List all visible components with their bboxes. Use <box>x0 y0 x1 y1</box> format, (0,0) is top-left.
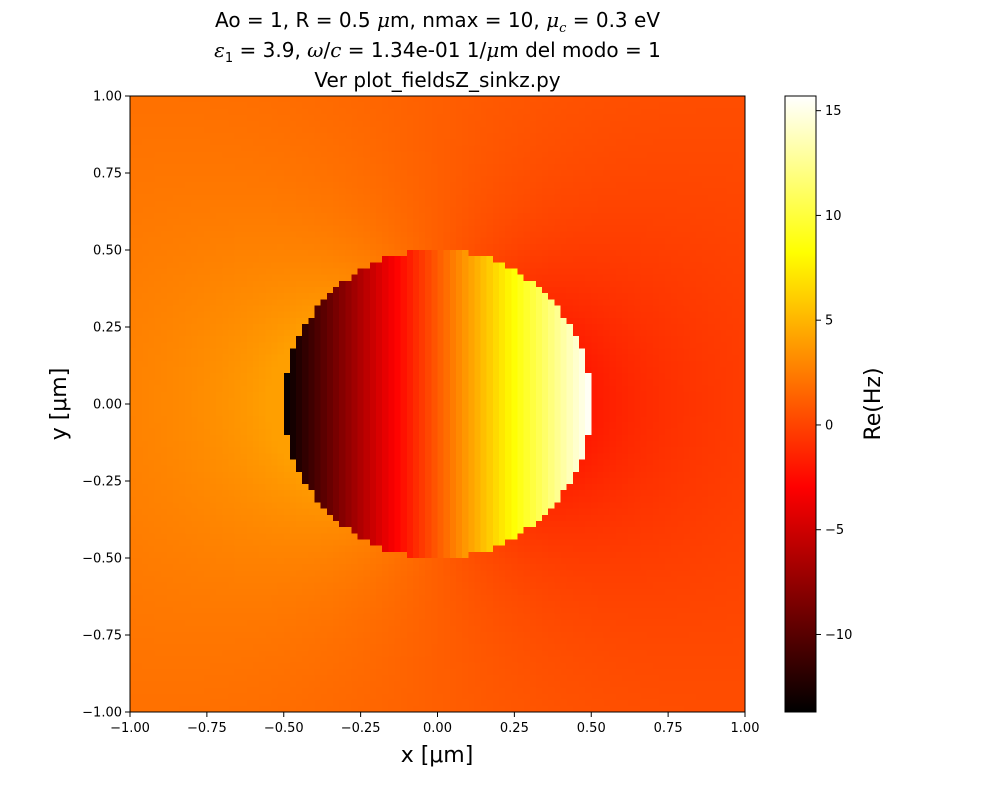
y-tick-label: −1.00 <box>82 706 122 721</box>
y-axis-ticks: −1.00 −0.75 −0.50 −0.25 0.00 0.25 0.50 0.75 1.00 <box>82 90 130 721</box>
x-tick-label: −1.00 <box>110 721 150 736</box>
colorbar-tick-label: 5 <box>825 314 833 329</box>
colorbar-tick-label: −10 <box>825 628 852 643</box>
colorbar-tick-label: −5 <box>825 523 844 538</box>
y-tick-label: −0.25 <box>82 475 122 490</box>
chart-title-line-2: ε1 = 3.9, ω/c = 1.34e-01 1/μm del modo =… <box>214 38 661 66</box>
heatmap-image <box>130 96 745 712</box>
y-tick-label: 0.75 <box>93 167 122 182</box>
colorbar-frame <box>784 95 817 713</box>
y-tick-label: 0.25 <box>93 321 122 336</box>
colorbar-tick-label: 15 <box>825 104 842 119</box>
y-axis-label: y [μm] <box>47 368 72 441</box>
y-tick-label: 1.00 <box>93 90 122 105</box>
x-tick-label: 1.00 <box>731 721 760 736</box>
colorbar-label: Re(Hz) <box>861 367 886 440</box>
chart-title-line-1: Ao = 1, R = 0.5 μm, nmax = 10, μc = 0.3 … <box>214 8 660 36</box>
y-tick-label: 0.50 <box>93 244 122 259</box>
y-tick-label: −0.75 <box>82 629 122 644</box>
x-tick-label: 0.25 <box>500 721 529 736</box>
x-tick-label: 0.50 <box>577 721 606 736</box>
x-tick-label: 0.75 <box>654 721 683 736</box>
x-axis-label: x [μm] <box>401 743 474 768</box>
x-tick-label: −0.25 <box>341 721 381 736</box>
colorbar-tick-label: 0 <box>825 418 833 433</box>
x-tick-label: −0.75 <box>187 721 227 736</box>
y-tick-label: −0.50 <box>82 552 122 567</box>
x-tick-label: −0.50 <box>264 721 304 736</box>
x-tick-label: 0.00 <box>423 721 452 736</box>
x-axis-ticks: −1.00 −0.75 −0.50 −0.25 0.00 0.25 0.50 0.75 1.00 <box>110 712 759 736</box>
y-tick-label: 0.00 <box>93 398 122 413</box>
colorbar <box>785 96 816 712</box>
colorbar-ticks: −10 −5 0 5 10 15 <box>816 104 852 643</box>
colorbar-tick-label: 10 <box>825 209 842 224</box>
chart-title-line-3: Ver plot_fieldsZ_sinkz.py <box>314 68 561 92</box>
